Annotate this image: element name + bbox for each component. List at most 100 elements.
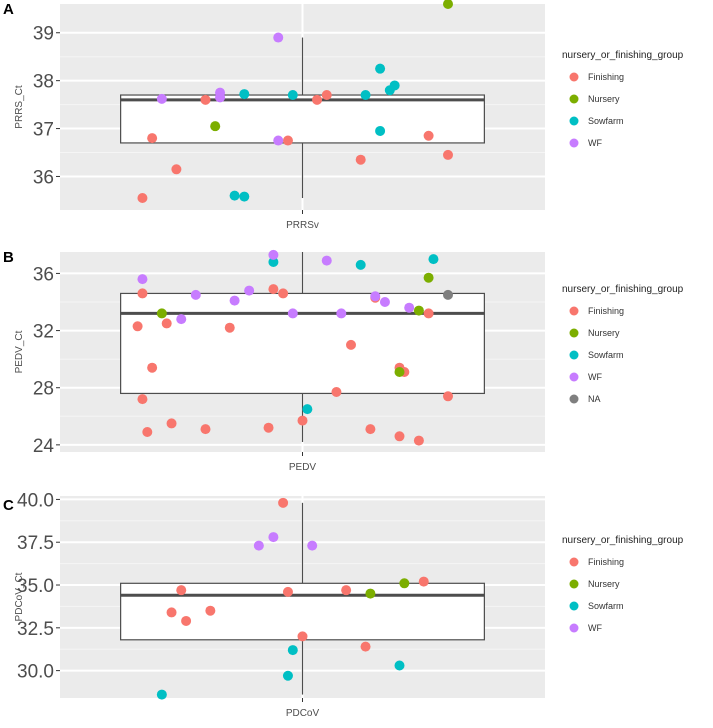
data-point-sowfarm (375, 125, 386, 136)
legend-label: WF (588, 372, 602, 382)
data-point-finishing (171, 164, 182, 175)
legend-label: Finishing (588, 306, 624, 316)
legend-key-finishing (569, 306, 579, 316)
data-point-finishing (161, 318, 172, 329)
x-tick-label: PEDV (289, 462, 317, 473)
legend-label: WF (588, 138, 602, 148)
y-tick-label: 36 (33, 167, 54, 188)
data-point-sowfarm (268, 257, 279, 267)
data-point-wf (404, 302, 415, 313)
data-point-wf (244, 285, 255, 296)
data-point-finishing (268, 284, 279, 295)
legend-key-wf (569, 372, 579, 382)
data-point-wf (215, 87, 226, 98)
data-point-finishing (166, 607, 177, 618)
y-tick-label: 30.0 (17, 662, 54, 683)
y-tick-label: 24 (33, 436, 55, 457)
data-point-sowfarm (239, 89, 250, 100)
data-point-finishing (137, 394, 148, 405)
data-point-finishing (142, 427, 153, 437)
data-point-na (443, 289, 453, 300)
data-point-wf (190, 289, 201, 300)
y-tick-label: 38 (33, 72, 54, 93)
x-tick-label: PRRSv (286, 220, 319, 231)
y-tick-label: 37 (33, 120, 54, 141)
legend-key-wf (569, 138, 579, 148)
data-point-wf (321, 255, 332, 266)
panel-b-letter: B (3, 249, 14, 266)
data-point-finishing (423, 130, 434, 141)
y-axis-label: PRRS_Ct (14, 85, 25, 129)
panel-c-chart: 30.0 32.5 35.0 37.5 40.0 PDCoV PDCoV_Ct nursery… (14, 490, 684, 719)
legend-label: Nursery (588, 328, 620, 338)
data-point-finishing (360, 641, 371, 652)
legend-key-nursery (569, 579, 579, 589)
data-point-finishing (331, 387, 342, 397)
data-point-finishing (394, 431, 405, 442)
legend-label: Sowfarm (588, 116, 624, 126)
data-point-finishing (418, 576, 429, 587)
data-point-finishing (297, 631, 308, 642)
data-point-nursery (156, 308, 167, 319)
y-axis-label: PEDV_Ct (14, 330, 25, 373)
data-point-wf (268, 249, 279, 260)
legend-label: Sowfarm (588, 350, 624, 360)
data-point-finishing (278, 288, 289, 299)
data-point-finishing (263, 422, 274, 433)
data-point-sowfarm (360, 90, 371, 101)
data-point-nursery (443, 0, 453, 9)
y-tick-label: 37.5 (17, 533, 54, 554)
data-point-sowfarm (287, 90, 298, 101)
data-point-wf (273, 135, 284, 146)
data-point-sowfarm (287, 645, 298, 656)
data-point-finishing (282, 586, 293, 597)
legend-label: NA (588, 394, 601, 404)
legend-label: Nursery (588, 94, 620, 104)
data-point-nursery (394, 367, 405, 377)
data-point-nursery (413, 305, 424, 316)
legend-key-wf (569, 623, 579, 633)
data-point-wf (137, 274, 148, 285)
data-point-finishing (132, 321, 143, 332)
data-point-finishing (147, 133, 158, 144)
data-point-finishing (312, 94, 323, 105)
legend-key-sowfarm (569, 116, 579, 126)
y-tick-label: 36 (33, 264, 54, 285)
data-point-sowfarm (375, 63, 386, 74)
legend-label: Sowfarm (588, 601, 624, 611)
data-point-finishing (181, 615, 192, 626)
data-point-finishing (443, 149, 453, 160)
data-point-sowfarm (394, 660, 405, 671)
data-point-nursery (423, 272, 434, 283)
legend-title: nursery_or_finishing_group (562, 284, 684, 295)
data-point-finishing (200, 424, 211, 435)
data-point-wf (370, 291, 381, 302)
panel-b-chart: 24 28 32 36 PEDV PEDV_Ct nursery_or_finishing_… (14, 249, 684, 473)
panel-a-letter: A (3, 1, 14, 18)
y-tick-label: 40.0 (17, 490, 54, 511)
data-point-finishing (423, 308, 434, 319)
x-tick-label: PDCoV (286, 708, 320, 719)
data-point-finishing (137, 288, 148, 299)
data-point-finishing (137, 193, 148, 204)
data-point-finishing (282, 135, 293, 146)
data-point-sowfarm (229, 190, 240, 201)
legend-key-na (569, 394, 579, 404)
y-tick-label: 35.0 (17, 576, 54, 597)
data-point-finishing (176, 585, 187, 596)
data-point-finishing (346, 339, 356, 350)
y-tick-label: 32.5 (17, 619, 54, 640)
data-point-sowfarm (282, 670, 293, 681)
legend-key-nursery (569, 328, 579, 338)
data-point-finishing (166, 418, 177, 429)
y-axis-label: PDCoV_Ct (14, 572, 25, 621)
data-point-finishing (205, 605, 216, 616)
data-point-finishing (443, 391, 453, 402)
data-point-nursery (399, 578, 410, 589)
legend-key-finishing (569, 557, 579, 567)
legend-label: Finishing (588, 72, 624, 82)
data-point-wf (273, 32, 284, 43)
box-iqr (120, 292, 485, 395)
data-point-sowfarm (389, 80, 400, 91)
data-point-finishing (224, 322, 235, 333)
